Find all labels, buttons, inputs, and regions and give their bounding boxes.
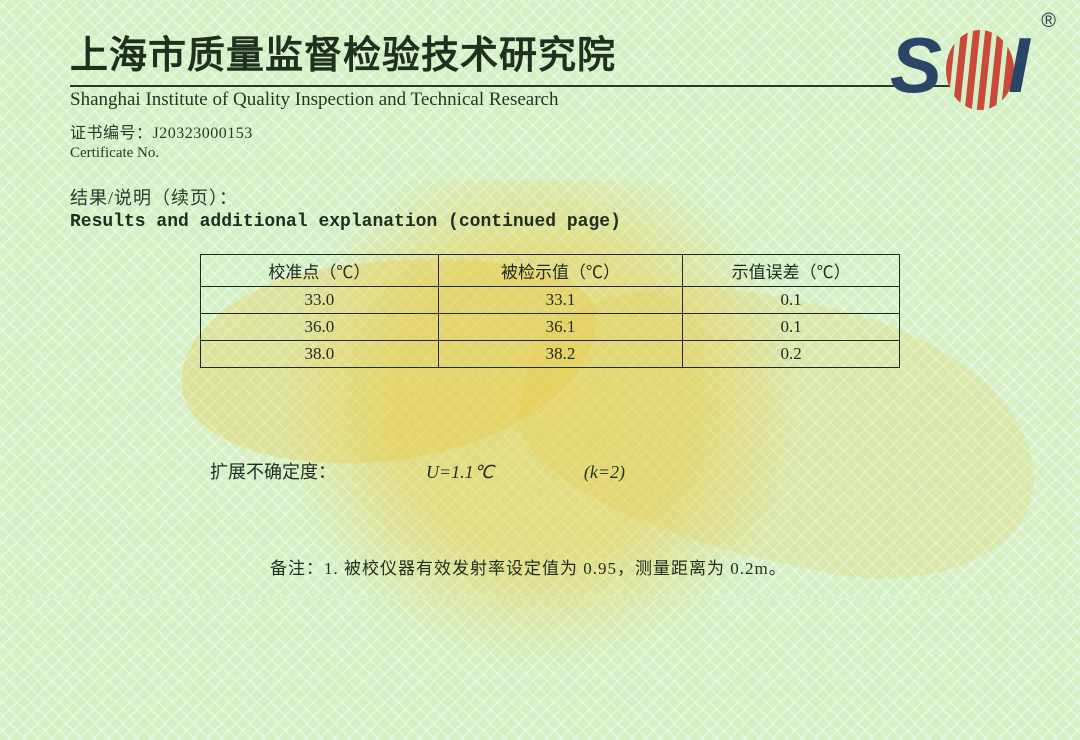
col-calibration-point: 校准点（℃） bbox=[201, 255, 439, 287]
cell: 0.1 bbox=[683, 314, 900, 341]
cell: 33.0 bbox=[201, 287, 439, 314]
cell: 36.0 bbox=[201, 314, 439, 341]
institute-title-en: Shanghai Institute of Quality Inspection… bbox=[70, 89, 1010, 111]
table-row: 33.0 33.1 0.1 bbox=[201, 287, 900, 314]
calibration-table-wrap: 校准点（℃） 被检示值（℃） 示值误差（℃） 33.0 33.1 0.1 36.… bbox=[200, 254, 900, 368]
certificate-number-line: 证书编号：J20323000153 bbox=[70, 119, 1010, 143]
svg-text:I: I bbox=[1008, 21, 1031, 109]
k-label: (k= bbox=[584, 462, 610, 482]
cell: 0.2 bbox=[683, 341, 900, 368]
institute-title-cn: 上海市质量监督检验技术研究院 bbox=[70, 24, 1010, 79]
cert-label-en: Certificate No. bbox=[70, 145, 1010, 162]
u-value: 1.1℃ bbox=[451, 462, 494, 482]
cell: 38.0 bbox=[201, 341, 439, 368]
uncertainty-u: U=1.1℃ bbox=[426, 462, 494, 483]
cell: 36.1 bbox=[438, 314, 683, 341]
sqi-logo: S I bbox=[890, 20, 1050, 120]
note-prefix: 备注： bbox=[270, 559, 324, 578]
table-row: 38.0 38.2 0.2 bbox=[201, 341, 900, 368]
cell: 0.1 bbox=[683, 287, 900, 314]
table-row: 36.0 36.1 0.1 bbox=[201, 314, 900, 341]
u-label: U= bbox=[426, 462, 451, 482]
svg-text:S: S bbox=[890, 21, 942, 109]
note-text: 1. 被校仪器有效发射率设定值为 0.95，测量距离为 0.2m。 bbox=[324, 559, 787, 578]
expanded-uncertainty: 扩展不确定度： U=1.1℃ (k=2) bbox=[210, 458, 1010, 484]
results-heading: 结果/说明（续页）： Results and additional explan… bbox=[70, 184, 1010, 232]
registered-trademark: ® bbox=[1041, 10, 1056, 33]
uncertainty-k: (k=2) bbox=[584, 462, 625, 483]
calibration-table: 校准点（℃） 被检示值（℃） 示值误差（℃） 33.0 33.1 0.1 36.… bbox=[200, 254, 900, 368]
k-close: ) bbox=[619, 462, 625, 482]
results-heading-en: Results and additional explanation (cont… bbox=[70, 212, 1010, 232]
k-value: 2 bbox=[610, 462, 619, 482]
uncertainty-label: 扩展不确定度： bbox=[210, 458, 336, 484]
results-heading-cn: 结果/说明（续页）： bbox=[70, 184, 1010, 210]
cell: 38.2 bbox=[438, 341, 683, 368]
title-rule bbox=[70, 85, 1010, 87]
col-indicated-value: 被检示值（℃） bbox=[438, 255, 683, 287]
cell: 33.1 bbox=[438, 287, 683, 314]
cert-label-cn: 证书编号： bbox=[70, 125, 153, 142]
cert-number: J20323000153 bbox=[153, 125, 253, 142]
remarks: 备注：1. 被校仪器有效发射率设定值为 0.95，测量距离为 0.2m。 bbox=[270, 554, 1010, 579]
col-error: 示值误差（℃） bbox=[683, 255, 900, 287]
table-header-row: 校准点（℃） 被检示值（℃） 示值误差（℃） bbox=[201, 255, 900, 287]
